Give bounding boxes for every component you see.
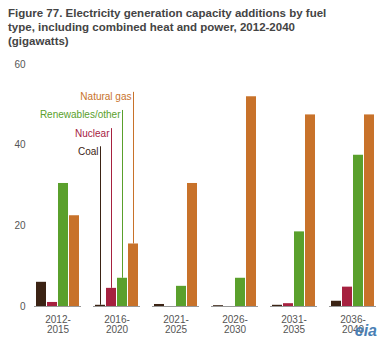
html-text:eia: eia: [354, 322, 377, 339]
svg-text:2016-2020: 2016-2020: [104, 314, 130, 335]
svg-text:2031-2035: 2031-2035: [281, 314, 307, 335]
svg-text:Coal: Coal: [78, 146, 99, 157]
svg-text:2026-2030: 2026-2030: [222, 314, 248, 335]
html-text:2036-: 2036-: [340, 313, 366, 325]
html-text:2040: 2040: [341, 323, 365, 335]
html-text:Figure 77. Electricity generat: Figure 77. Electricity generation capaci…: [8, 7, 327, 47]
svg-text:Nuclear: Nuclear: [75, 128, 110, 139]
svg-text:60: 60: [14, 59, 26, 70]
svg-text:0: 0: [20, 301, 26, 312]
svg-text:Natural gas: Natural gas: [80, 91, 131, 102]
svg-text:2021-2025: 2021-2025: [163, 314, 189, 335]
svg-text:40: 40: [14, 139, 26, 150]
svg-text:2012-2015: 2012-2015: [45, 314, 71, 335]
svg-text:Renewables/other: Renewables/other: [40, 109, 121, 120]
svg-text:20: 20: [14, 220, 26, 231]
